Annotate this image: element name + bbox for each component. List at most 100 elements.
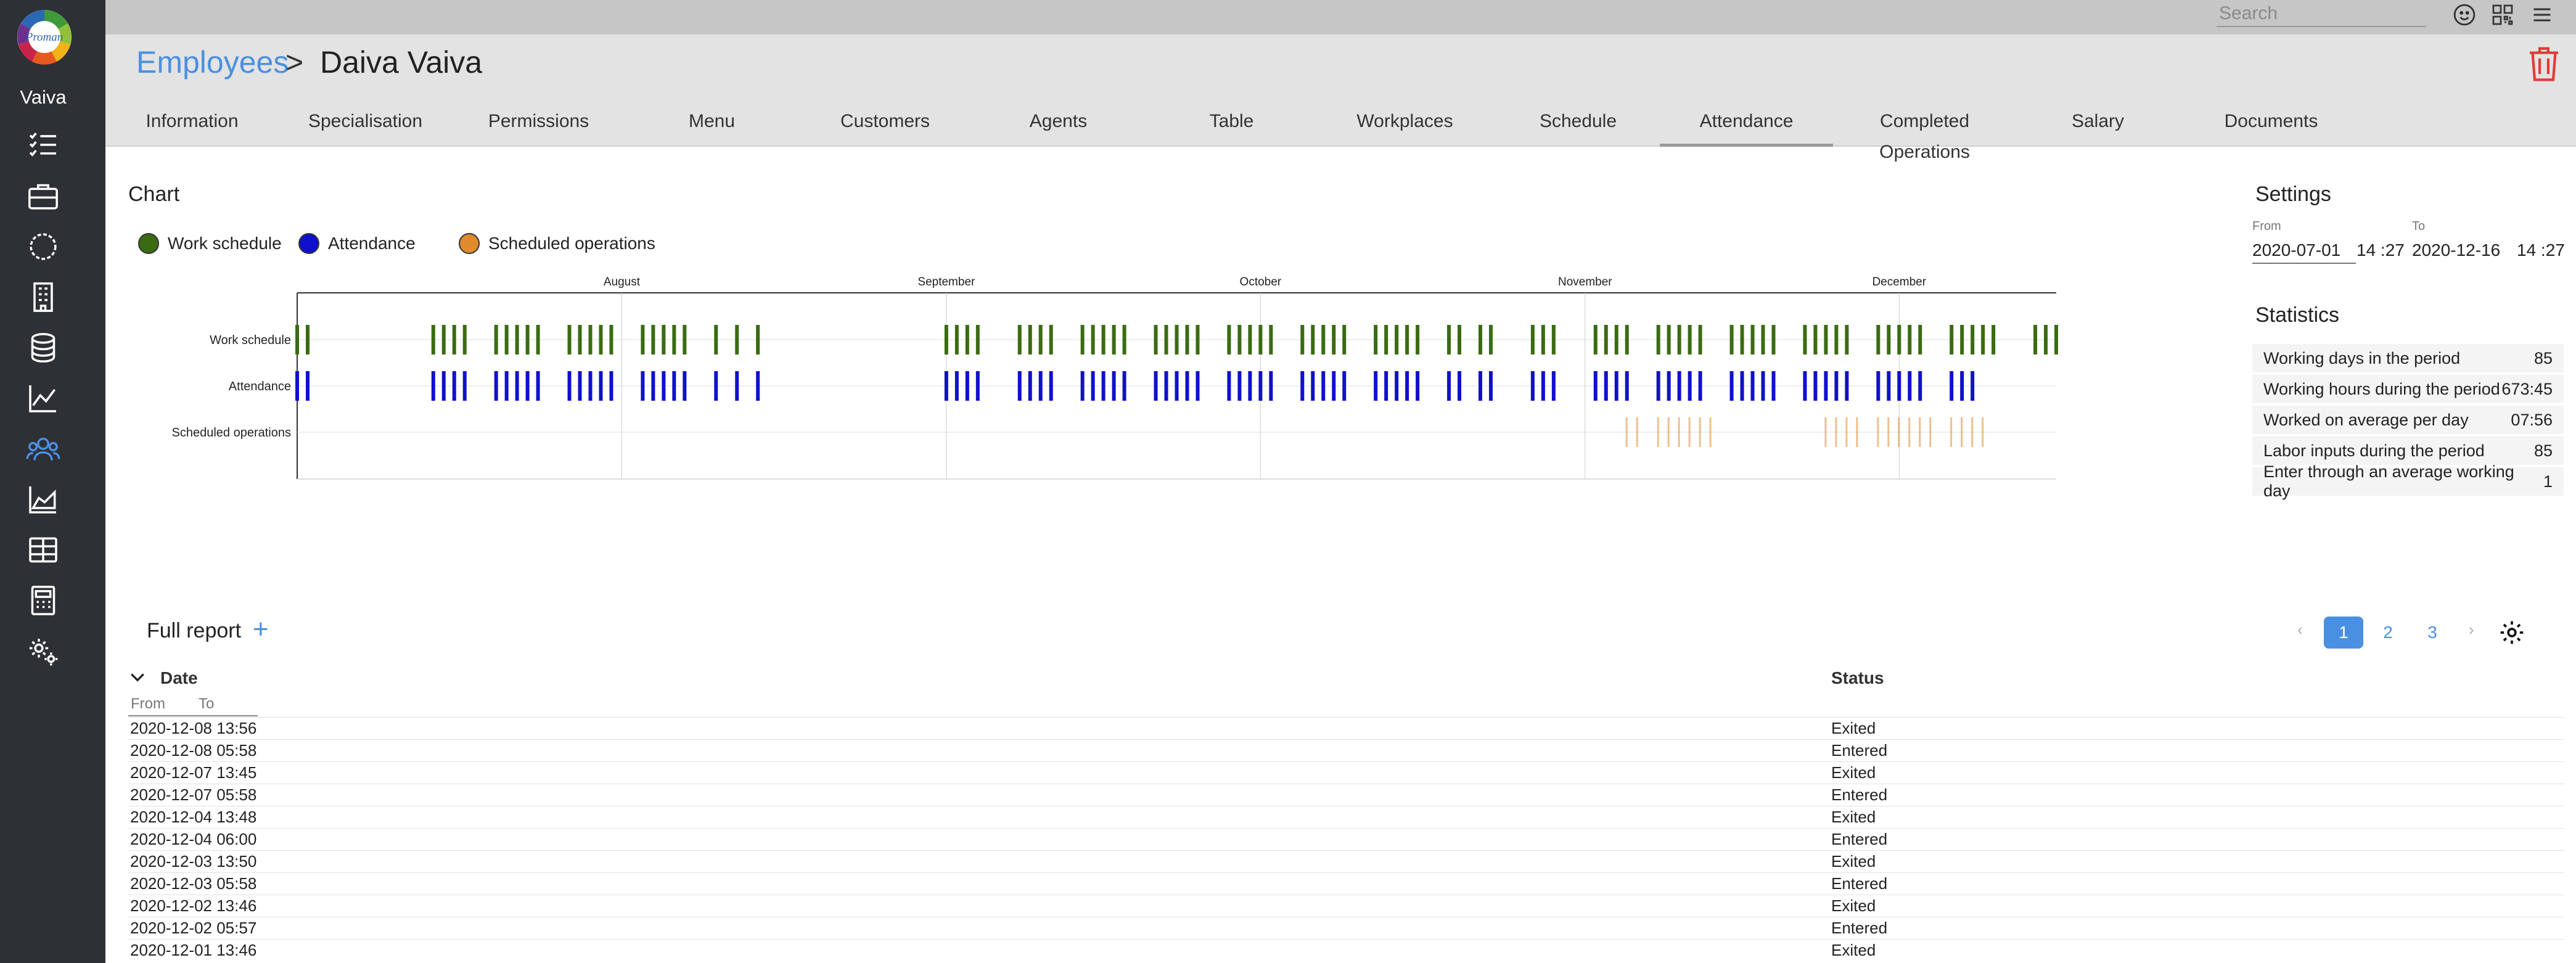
table-row[interactable]: 2020-12-08 05:58 Entered	[128, 739, 2564, 761]
from-date-field[interactable]: 2020-07-01	[2252, 240, 2356, 264]
table-row[interactable]: 2020-12-04 06:00 Entered	[128, 828, 2564, 850]
legend-work-schedule[interactable]: Work schedule	[138, 231, 282, 256]
tab-schedule[interactable]: Schedule	[1539, 111, 1617, 131]
menu-icon[interactable]	[2529, 1, 2556, 28]
stat-row: Worked on average per day 07:56	[2252, 406, 2564, 434]
table-row[interactable]: 2020-12-03 05:58 Entered	[128, 872, 2564, 895]
database-icon[interactable]	[25, 329, 62, 366]
work-schedule-bar	[452, 325, 456, 354]
line-chart-icon[interactable]	[25, 380, 62, 417]
page-2-button[interactable]: 2	[2383, 623, 2393, 642]
attendance-bar	[1593, 371, 1598, 401]
attendance-bar	[1667, 371, 1671, 401]
attendance-bar	[1154, 371, 1158, 401]
table-row[interactable]: 2020-12-02 13:46 Exited	[128, 895, 2564, 917]
page-1-button[interactable]: 1	[2324, 617, 2363, 649]
work-schedule-bar	[735, 325, 739, 354]
smiley-icon[interactable]	[2451, 1, 2478, 28]
qr-code-icon[interactable]	[2489, 1, 2516, 28]
tab-attendance[interactable]: Attendance	[1660, 106, 1833, 147]
table-row[interactable]: 2020-12-07 13:45 Exited	[128, 761, 2564, 784]
work-schedule-bar	[1395, 325, 1399, 354]
legend-dot-green	[138, 233, 159, 254]
settings-icon[interactable]	[25, 633, 62, 670]
circle-dots-icon[interactable]	[25, 228, 62, 265]
briefcase-icon[interactable]	[25, 178, 62, 215]
attendance-bar	[1677, 371, 1681, 401]
pagination-prev[interactable]: ‹	[2297, 620, 2303, 639]
building-icon[interactable]	[25, 279, 62, 316]
checklist-icon[interactable]	[25, 127, 62, 164]
attendance-bar	[441, 371, 446, 401]
stat-row: Enter through an average working day 1	[2252, 462, 2564, 500]
tab-permissions[interactable]: Permissions	[488, 111, 589, 131]
table-row[interactable]: 2020-12-08 13:56 Exited	[128, 717, 2564, 739]
cell-date: 2020-12-07 05:58	[130, 785, 257, 804]
attendance-bar	[1876, 371, 1881, 401]
tab-information[interactable]: Information	[146, 111, 239, 131]
pagination-next[interactable]: ›	[2469, 620, 2474, 639]
attendance-bar	[431, 371, 435, 401]
page-3-button[interactable]: 3	[2427, 623, 2437, 642]
tab-documents[interactable]: Documents	[2224, 111, 2318, 131]
attendance-bar	[1248, 371, 1252, 401]
attendance-bar	[1447, 371, 1451, 401]
proman-logo[interactable]: Proman	[14, 5, 75, 67]
add-report-button[interactable]: +	[253, 614, 269, 644]
search-input[interactable]	[2217, 1, 2426, 27]
date-filter-to[interactable]: To	[199, 695, 215, 712]
attendance-bar	[1038, 371, 1043, 401]
attendance-bar	[1488, 371, 1493, 401]
users-icon[interactable]	[25, 430, 62, 467]
cell-date: 2020-12-07 13:45	[130, 763, 257, 782]
column-header-date[interactable]: Date	[160, 668, 198, 687]
work-schedule-bar	[1080, 325, 1085, 354]
attendance-bar	[672, 371, 676, 401]
attendance-bar	[1458, 371, 1462, 401]
attendance-bar	[1175, 371, 1179, 401]
tab-completed-operations[interactable]: Completed Operations	[1879, 111, 1970, 162]
row-label: Attendance	[229, 380, 291, 393]
column-header-status[interactable]: Status	[1831, 668, 1884, 687]
work-schedule-bar	[1530, 325, 1535, 354]
legend-attendance[interactable]: Attendance	[298, 231, 416, 256]
date-filter-from[interactable]: From	[131, 695, 165, 712]
tab-agents[interactable]: Agents	[1029, 111, 1088, 131]
table-settings-gear-icon[interactable]	[2498, 619, 2525, 646]
scheduled-operation-mark	[1887, 417, 1890, 447]
work-schedule-bar	[1834, 325, 1839, 354]
table-row[interactable]: 2020-12-07 05:58 Entered	[128, 784, 2564, 806]
attendance-bar	[1656, 371, 1660, 401]
table-row[interactable]: 2020-12-02 05:57 Entered	[128, 917, 2564, 939]
area-chart-icon[interactable]	[25, 481, 62, 518]
attendance-bar	[662, 371, 666, 401]
delete-trash-icon[interactable]	[2527, 46, 2561, 83]
tab-salary[interactable]: Salary	[2071, 111, 2125, 131]
calculator-icon[interactable]	[25, 582, 62, 619]
tab-table[interactable]: Table	[1209, 111, 1254, 131]
table-row[interactable]: 2020-12-01 13:46 Exited	[128, 939, 2564, 961]
table-row[interactable]: 2020-12-03 13:50 Exited	[128, 850, 2564, 872]
cell-date: 2020-12-04 06:00	[130, 830, 257, 848]
legend-scheduled-operations[interactable]: Scheduled operations	[459, 231, 655, 256]
breadcrumb-employees[interactable]: Employees	[136, 45, 289, 80]
attendance-bar	[599, 371, 603, 401]
from-time-field[interactable]: 14 :27	[2357, 240, 2405, 260]
statistics-title: Statistics	[2255, 303, 2340, 327]
to-date-field[interactable]: 2020-12-16	[2412, 240, 2501, 260]
tab-customers[interactable]: Customers	[840, 111, 930, 131]
tab-menu[interactable]: Menu	[688, 111, 736, 131]
table-icon[interactable]	[25, 531, 62, 568]
table-row[interactable]: 2020-12-04 13:48 Exited	[128, 806, 2564, 828]
tab-specialisation[interactable]: Specialisation	[308, 111, 423, 131]
cell-date: 2020-12-08 05:58	[130, 741, 257, 760]
chevron-down-icon[interactable]	[129, 670, 146, 686]
work-schedule-bar	[305, 325, 310, 354]
to-time-field[interactable]: 14 :27	[2517, 240, 2565, 260]
attendance-bar	[1604, 371, 1608, 401]
tab-workplaces[interactable]: Workplaces	[1356, 111, 1453, 131]
user-name[interactable]: Vaiva	[20, 86, 67, 108]
attendance-bar	[1478, 371, 1482, 401]
attendance-bar	[756, 371, 760, 401]
work-schedule-bar	[954, 325, 959, 354]
